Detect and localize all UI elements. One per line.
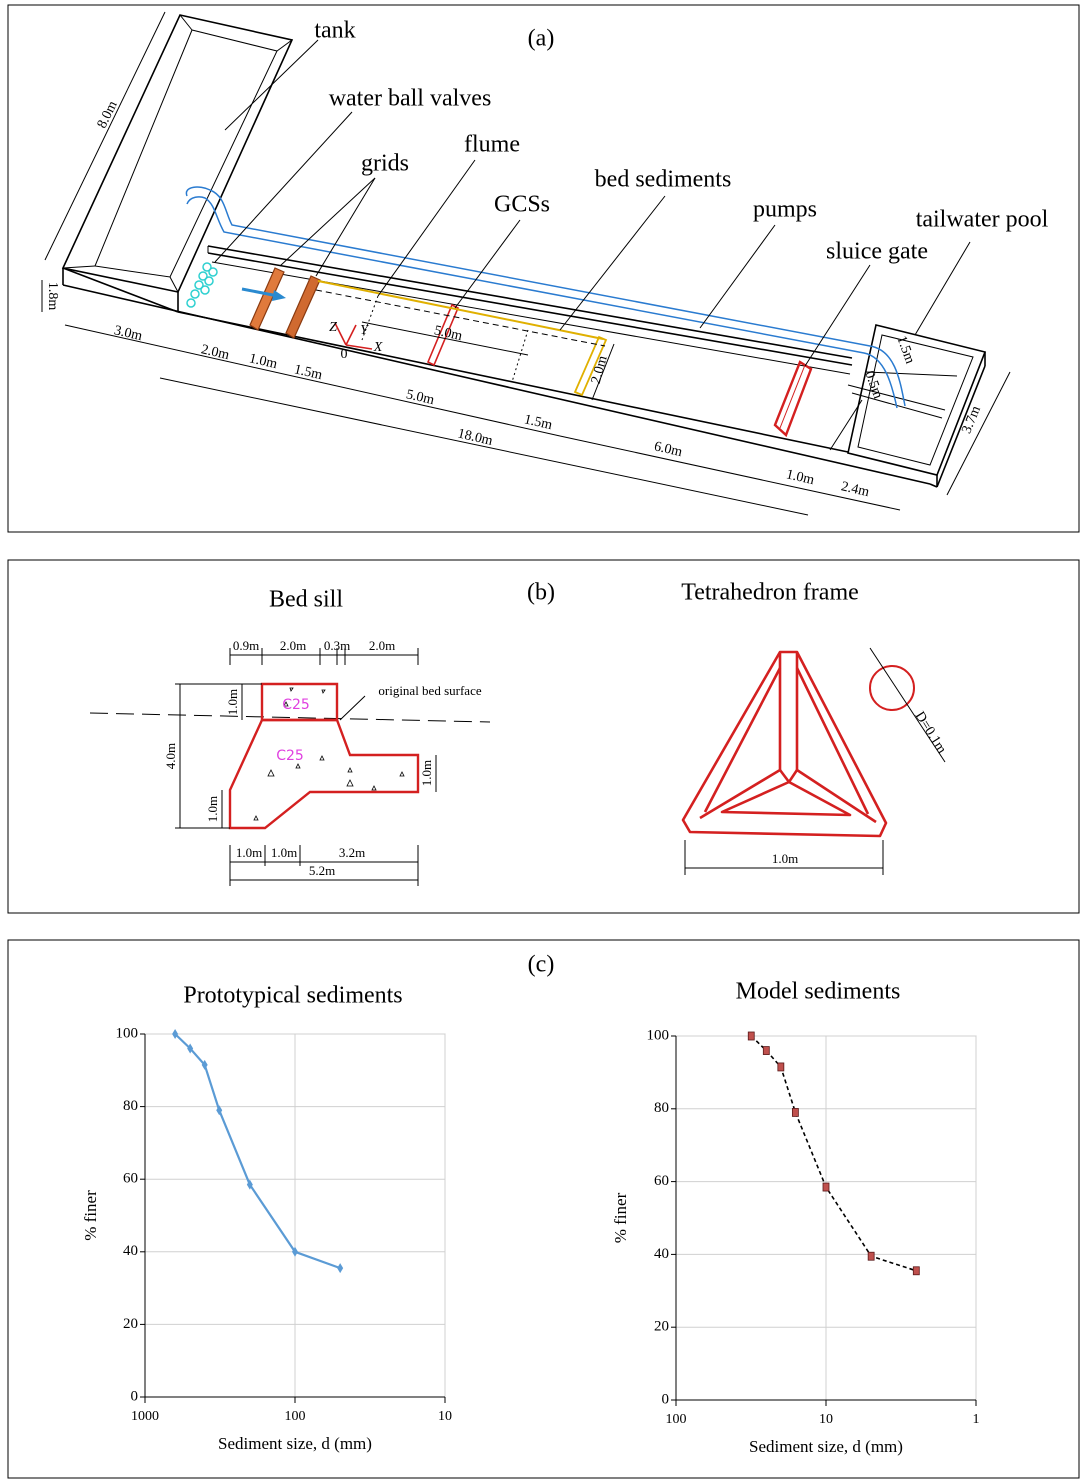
y-tick-label: 20 [654, 1319, 669, 1335]
dimension: 1.5m [293, 362, 324, 383]
dimension: 2.0m [589, 354, 611, 385]
y-axis-label: % finer [81, 1190, 100, 1241]
dimension: D=0.1m [912, 709, 949, 756]
dimension: 18.0m [456, 426, 494, 449]
dimension: 1.8m [45, 282, 60, 311]
y-tick-label: 0 [131, 1388, 139, 1404]
callout: sluice gate [826, 239, 928, 265]
dimension: 5.0m [405, 387, 436, 408]
dimension: 4.0m [163, 743, 178, 769]
data-point [778, 1063, 784, 1071]
y-tick-label: 80 [123, 1098, 138, 1114]
material-label: C25 [276, 748, 304, 764]
dimension: 1.0m [772, 851, 798, 866]
data-point [913, 1267, 919, 1275]
panel-label: (c) [528, 952, 555, 978]
y-tick-label: 40 [123, 1243, 138, 1259]
data-line [175, 1034, 340, 1268]
dimension: 1.0m [271, 845, 297, 860]
panel-frame [8, 560, 1079, 913]
dimension: 2.0m [200, 342, 231, 363]
data-point [868, 1252, 874, 1260]
chart-title: Model sediments [736, 979, 901, 1005]
material-label: C25 [282, 697, 310, 713]
x-tick-label: 1000 [131, 1409, 159, 1424]
axis-name: Z [329, 320, 337, 335]
dimension: 1.0m [785, 467, 816, 488]
x-tick-label: 100 [666, 1412, 687, 1427]
callout: GCSs [494, 192, 550, 218]
dimension: 8.0m [95, 99, 121, 131]
callout: tank [314, 18, 355, 44]
y-tick-label: 20 [123, 1316, 138, 1332]
axis-name: Y [360, 323, 370, 338]
dimension: 1.0m [205, 796, 220, 822]
dimension: 2.0m [369, 638, 395, 653]
x-tick-label: 10 [819, 1412, 833, 1427]
panel-frame [8, 5, 1079, 532]
y-tick-label: 60 [654, 1173, 669, 1189]
figure: (a) tank water ball valves grids flume G… [0, 0, 1080, 1479]
dimension: 1.0m [248, 351, 279, 372]
dimension: 1.0m [225, 689, 240, 715]
data-point [823, 1183, 829, 1191]
y-tick-label: 0 [662, 1391, 670, 1407]
dimension: 1.0m [419, 760, 434, 786]
callout: flume [464, 132, 520, 158]
x-axis-label: Sediment size, d (mm) [749, 1437, 903, 1456]
x-tick-label: 1 [973, 1412, 980, 1427]
callout: pumps [753, 197, 817, 223]
dimension: 2.4m [840, 479, 871, 500]
data-point [337, 1263, 343, 1273]
dimension: 5.2m [309, 863, 335, 878]
data-line [751, 1036, 916, 1271]
y-tick-label: 100 [116, 1025, 139, 1041]
data-point [792, 1108, 798, 1116]
callout: grids [361, 151, 409, 177]
drawing-title: Bed sill [269, 587, 343, 613]
dimension: 1.5m [523, 412, 554, 433]
callout: bed sediments [595, 167, 732, 193]
dimension: 0.3m [324, 638, 350, 653]
y-tick-label: 80 [654, 1100, 669, 1116]
panel-label: (a) [528, 26, 555, 52]
dimension: 1.5m [893, 334, 917, 366]
axis-origin: 0 [341, 347, 348, 362]
axis-name: X [373, 340, 383, 355]
panel-label: (b) [527, 580, 555, 606]
dimension: 0.9m [233, 638, 259, 653]
tetrahedron-drawing [683, 652, 914, 836]
dimension: 2.0m [280, 638, 306, 653]
x-tick-label: 100 [285, 1409, 306, 1424]
dimension: 1.0m [236, 845, 262, 860]
callout: tailwater pool [916, 207, 1049, 233]
y-axis-label: % finer [611, 1192, 630, 1243]
annotation: original bed surface [378, 683, 481, 698]
data-point [763, 1047, 769, 1055]
x-tick-label: 10 [438, 1409, 452, 1424]
x-axis-label: Sediment size, d (mm) [218, 1434, 372, 1453]
callout: water ball valves [329, 86, 492, 112]
drawing-title: Tetrahedron frame [681, 580, 859, 606]
dimension: 3.0m [113, 323, 144, 344]
y-tick-label: 60 [123, 1171, 138, 1187]
chart-title: Prototypical sediments [183, 983, 402, 1009]
dimension: 3.2m [339, 845, 365, 860]
y-tick-label: 100 [647, 1027, 670, 1043]
y-tick-label: 40 [654, 1246, 669, 1262]
data-point [748, 1032, 754, 1040]
